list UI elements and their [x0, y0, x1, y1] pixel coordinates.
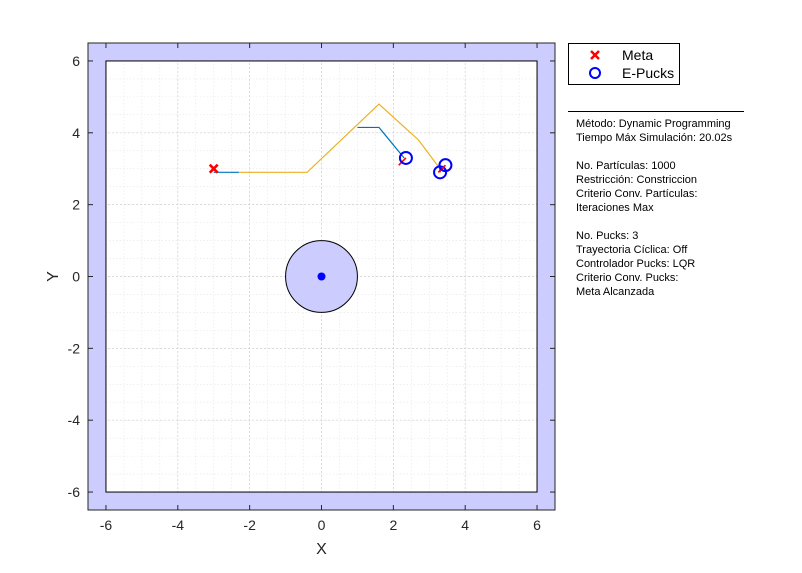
info-particles: No. Partículas: 1000	[576, 160, 676, 172]
y-tick-label: -6	[68, 484, 81, 500]
circle-marker-icon	[589, 67, 601, 79]
x-tick-label: 2	[389, 517, 397, 533]
info-divider	[568, 111, 744, 112]
obstacle-center-point	[317, 272, 326, 281]
info-particle-criterion: Criterio Conv. Partículas:	[576, 188, 698, 200]
planned-path-line	[238, 103, 441, 173]
data-marks	[208, 103, 453, 313]
info-cyclic: Trayectoria Cíclica: Off	[576, 244, 688, 256]
y-tick-label: -2	[68, 340, 81, 356]
info-time: Tiempo Máx Simulación: 20.02s	[576, 132, 733, 144]
goal-marker	[208, 163, 219, 174]
y-tick-label: 0	[72, 269, 80, 285]
x-tick-label: 6	[533, 517, 541, 533]
legend-label-pucks: E-Pucks	[622, 65, 675, 81]
puck-trajectory-line	[357, 126, 405, 159]
legend-label-goal: Meta	[622, 47, 654, 63]
info-controller: Controlador Pucks: LQR	[576, 258, 696, 270]
puck-marker	[438, 158, 453, 173]
axes: -6 -4 -2 0 2 4 6 -6 -4 -2 0 2 4 6	[68, 42, 556, 533]
arena	[88, 43, 555, 510]
info-puck-criterion: Criterio Conv. Pucks:	[576, 272, 679, 284]
info-particle-criterion-value: Iteraciones Max	[576, 202, 654, 214]
x-marker-icon	[590, 50, 600, 60]
x-tick-label: 0	[318, 517, 326, 533]
legend-entry-pucks: E-Pucks	[569, 64, 679, 82]
info-puck-criterion-value: Meta Alcanzada	[576, 286, 655, 298]
puck-marker	[398, 150, 413, 165]
x-tick-label: 4	[461, 517, 469, 533]
x-tick-label: -6	[100, 517, 113, 533]
info-pucks: No. Pucks: 3	[576, 230, 639, 242]
legend-entry-goal: Meta	[569, 46, 679, 64]
y-axis-title: Y	[45, 271, 62, 282]
info-restriction: Restricción: Constriccion	[576, 174, 698, 186]
y-tick-label: -4	[68, 412, 81, 428]
x-tick-label: -2	[243, 517, 256, 533]
grid	[87, 42, 556, 511]
info-panel: Método: Dynamic Programming Tiempo Máx S…	[576, 117, 796, 299]
x-axis-title: X	[316, 541, 327, 558]
info-method: Método: Dynamic Programming	[576, 118, 731, 130]
y-tick-label: 2	[72, 197, 80, 213]
legend: Meta E-Pucks	[568, 43, 680, 85]
y-tick-label: 6	[72, 53, 80, 69]
y-tick-label: 4	[72, 125, 80, 141]
x-tick-label: -4	[172, 517, 185, 533]
arena-border	[105, 60, 538, 493]
